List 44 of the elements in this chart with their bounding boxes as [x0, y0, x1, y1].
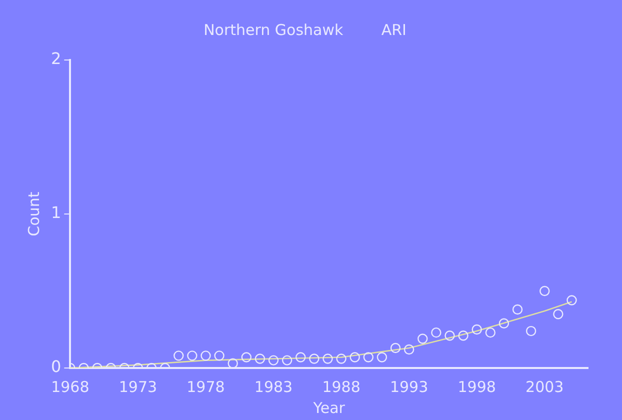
- point: [322, 354, 333, 364]
- x-tick-label: 1998: [458, 378, 496, 396]
- x-tick-label: 2003: [526, 378, 564, 396]
- point: [376, 352, 388, 362]
- point: [390, 342, 401, 354]
- x-tick-label: 1993: [390, 378, 428, 396]
- point: [526, 326, 536, 336]
- point: [296, 352, 306, 362]
- point: [254, 354, 266, 364]
- point: [187, 350, 198, 361]
- point: [431, 327, 442, 338]
- point: [458, 330, 468, 341]
- point: [363, 352, 374, 362]
- point: [174, 350, 184, 361]
- point: [444, 330, 455, 341]
- point: [309, 354, 320, 364]
- y-tick-label: 0: [50, 357, 62, 376]
- point: [540, 286, 550, 296]
- x-tick-label: 1978: [186, 378, 225, 396]
- point: [553, 309, 564, 320]
- x-tick-label: 1983: [254, 378, 293, 396]
- point: [214, 350, 224, 361]
- x-axis-title: Year: [312, 398, 346, 417]
- point: [512, 304, 523, 315]
- x-tick-label: 1968: [51, 378, 90, 396]
- point: [268, 355, 279, 366]
- point: [336, 354, 346, 364]
- point: [485, 327, 496, 338]
- point: [200, 350, 211, 361]
- point: [498, 318, 510, 328]
- y-tick-label: 2: [50, 49, 62, 68]
- point: [566, 295, 577, 306]
- y-axis-title: Count: [24, 192, 43, 236]
- point: [282, 355, 292, 366]
- point: [350, 352, 360, 362]
- chart-title: Northern Goshawk ARI: [204, 20, 406, 39]
- x-tick-label: 1988: [322, 378, 360, 396]
- point: [472, 324, 482, 335]
- x-tick-label: 1973: [118, 378, 158, 396]
- y-tick-label: 1: [50, 203, 62, 222]
- point: [418, 334, 428, 344]
- point: [241, 352, 252, 362]
- point: [404, 344, 414, 355]
- point: [228, 358, 238, 368]
